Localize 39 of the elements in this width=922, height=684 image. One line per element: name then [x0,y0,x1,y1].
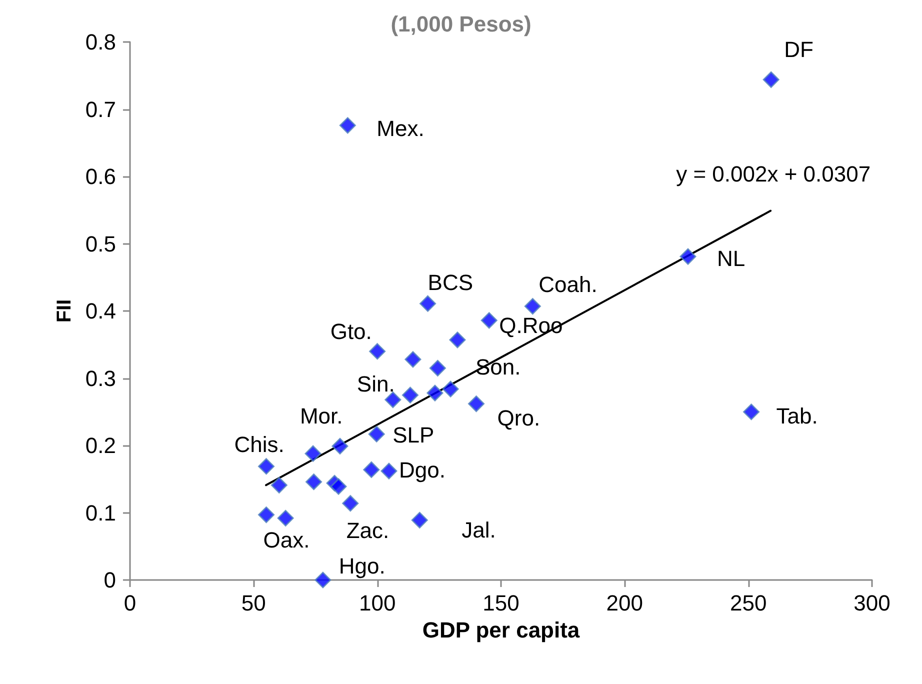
y-tick-label: 0.1 [85,500,116,526]
x-tick-label: 100 [358,590,396,616]
chart-title: (1,000 Pesos) [390,12,532,36]
y-tick-label: 0.2 [85,433,116,458]
annotation: BCS [428,270,474,296]
y-tick-label: 0.7 [85,96,116,122]
y-tick-label: 0.8 [85,30,116,54]
x-tick-label: 300 [854,590,890,616]
annotation: Son. [475,354,521,380]
y-tick-label: 0 [104,568,116,592]
annotation: Gto. [330,318,372,344]
annotation: Sin. [356,371,395,396]
y-tick-label: 0.5 [85,231,116,256]
annotation: Dgo. [398,458,446,483]
x-tick-label: 200 [606,590,644,616]
annotation: Qro. [497,405,540,430]
annotation: NL [716,246,746,272]
y-tick-label: 0.3 [85,366,116,391]
annotation: Mor. [300,404,343,429]
y-tick-label: 0.6 [85,164,116,189]
annotation: Tab. [776,403,818,428]
y-axis-title: FII [54,299,76,323]
x-tick-label: 50 [241,590,266,616]
annotation: y = 0.002x + 0.0307 [676,161,871,186]
x-tick-label: 150 [482,590,520,616]
y-tick-label: 0.4 [85,298,116,324]
annotation: DF [784,37,814,62]
annotation: Zac. [346,518,390,543]
annotation: Hgo. [338,554,386,578]
annotation: Oax. [263,527,310,552]
annotation: Q.Roo [499,312,563,338]
annotation: Chis. [234,432,284,457]
x-tick-label: 0 [124,590,136,616]
annotation: SLP [392,422,434,448]
annotation: Mex. [376,116,424,141]
annotation: Coah. [538,272,598,297]
x-axis-title: GDP per capita [422,617,580,642]
annotation: Jal. [462,518,496,543]
x-tick-label: 250 [730,590,767,616]
